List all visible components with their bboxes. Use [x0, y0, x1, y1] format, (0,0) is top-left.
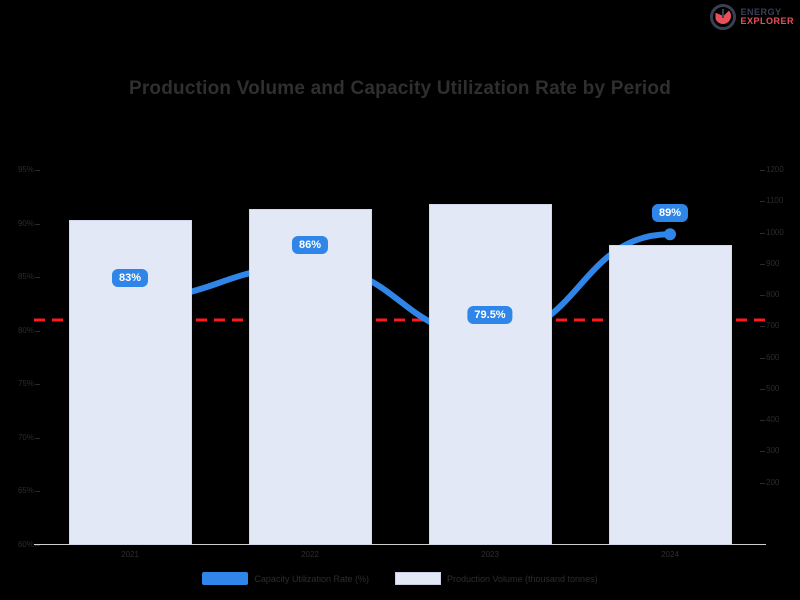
y-axis-right-tick-label: 200 [766, 477, 780, 487]
legend-swatch-line [202, 572, 249, 585]
y-axis-right-tick-mark [760, 201, 765, 203]
legend-label: Production Volume (thousand tonnes) [446, 573, 598, 584]
y-axis-left-tick-label: 95% [17, 165, 34, 174]
legend-item[interactable]: Production Volume (thousand tonnes) [394, 572, 598, 585]
data-point-label: 86% [291, 236, 329, 255]
legend-label: Capacity Utilization Rate (%) [254, 573, 369, 584]
y-axis-right-tick-label: 700 [766, 321, 780, 331]
chart-legend: Capacity Utilization Rate (%) Production … [0, 572, 800, 585]
x-axis-tick-label: 2023 [481, 550, 499, 559]
y-axis-left-tick-mark [35, 223, 40, 225]
y-axis-right-tick-label: 1100 [766, 196, 784, 206]
y-axis-right-tick-mark [760, 326, 765, 328]
x-axis-tick-label: 2022 [301, 550, 319, 559]
y-axis-left-tick-mark [35, 491, 40, 493]
y-axis-right-tick-label: 600 [766, 352, 780, 362]
y-axis-right-tick-label: 300 [766, 446, 780, 456]
y-axis-left-tick-label: 85% [17, 272, 34, 282]
y-axis-right-tick-mark [760, 232, 765, 234]
legend-swatch-bar [394, 572, 441, 585]
y-axis-right-tick-mark [760, 482, 765, 484]
bar-2023 [428, 204, 552, 545]
y-axis-right-tick-mark [760, 388, 765, 390]
y-axis-left-tick-label: 70% [17, 432, 34, 442]
bar-2022 [248, 209, 372, 545]
x-axis-tick-label: 2021 [121, 550, 139, 559]
pie-chart-logo-icon [710, 4, 737, 30]
y-axis-right-tick-label: 1200 [766, 165, 784, 174]
bar-2024 [608, 245, 732, 545]
y-axis-right-tick-mark [760, 420, 765, 421]
x-axis-tick-label: 2024 [661, 550, 679, 559]
y-axis-right-tick-mark [760, 295, 765, 296]
plot-area: 95% 90% 85% 80% 75% 70% 65% 60% 1200 1100 1000 900 8… [18, 165, 784, 559]
data-point-label: 83% [111, 268, 149, 287]
y-axis-left-tick-mark [35, 384, 40, 386]
y-axis-right-tick-mark [760, 357, 765, 359]
logo-word-primary: ENERGY [740, 7, 782, 17]
y-axis-left-tick-mark [35, 277, 40, 279]
y-axis-left-tick-label: 65% [17, 486, 34, 496]
y-axis-right-tick-label: 500 [766, 383, 780, 393]
utilization-rate-line [127, 231, 673, 340]
data-point-label: 79.5% [467, 306, 513, 325]
brand-logo: ENERGY EXPLORER [710, 4, 794, 30]
logo-word-secondary: EXPLORER [740, 16, 794, 26]
y-axis-right-tick-mark [760, 263, 765, 265]
x-axis-line [34, 544, 766, 545]
y-axis-right-tick-label: 400 [766, 415, 780, 424]
y-axis-left-tick-label: 80% [17, 325, 34, 335]
y-axis-right-tick-label: 800 [766, 290, 780, 299]
line-data-point [664, 228, 676, 241]
y-axis-left-tick-mark [35, 330, 40, 332]
chart-title: Production Volume and Capacity Utilizati… [128, 78, 672, 99]
y-axis-right-tick-label: 1000 [766, 227, 784, 237]
y-axis-left-tick-label: 90% [17, 218, 34, 228]
y-axis-left-tick-mark [35, 545, 40, 546]
y-axis-left-tick-label: 60% [17, 540, 34, 549]
y-axis-right-tick-mark [760, 170, 765, 171]
y-axis-right-tick-label: 900 [766, 258, 780, 268]
legend-item[interactable]: Capacity Utilization Rate (%) [202, 572, 369, 585]
y-axis-right-tick-mark [760, 451, 765, 453]
y-axis-left-tick-mark [35, 170, 40, 171]
y-axis-left-tick-mark [35, 437, 40, 439]
data-point-label: 89% [651, 204, 689, 223]
y-axis-left-tick-label: 75% [17, 379, 34, 389]
